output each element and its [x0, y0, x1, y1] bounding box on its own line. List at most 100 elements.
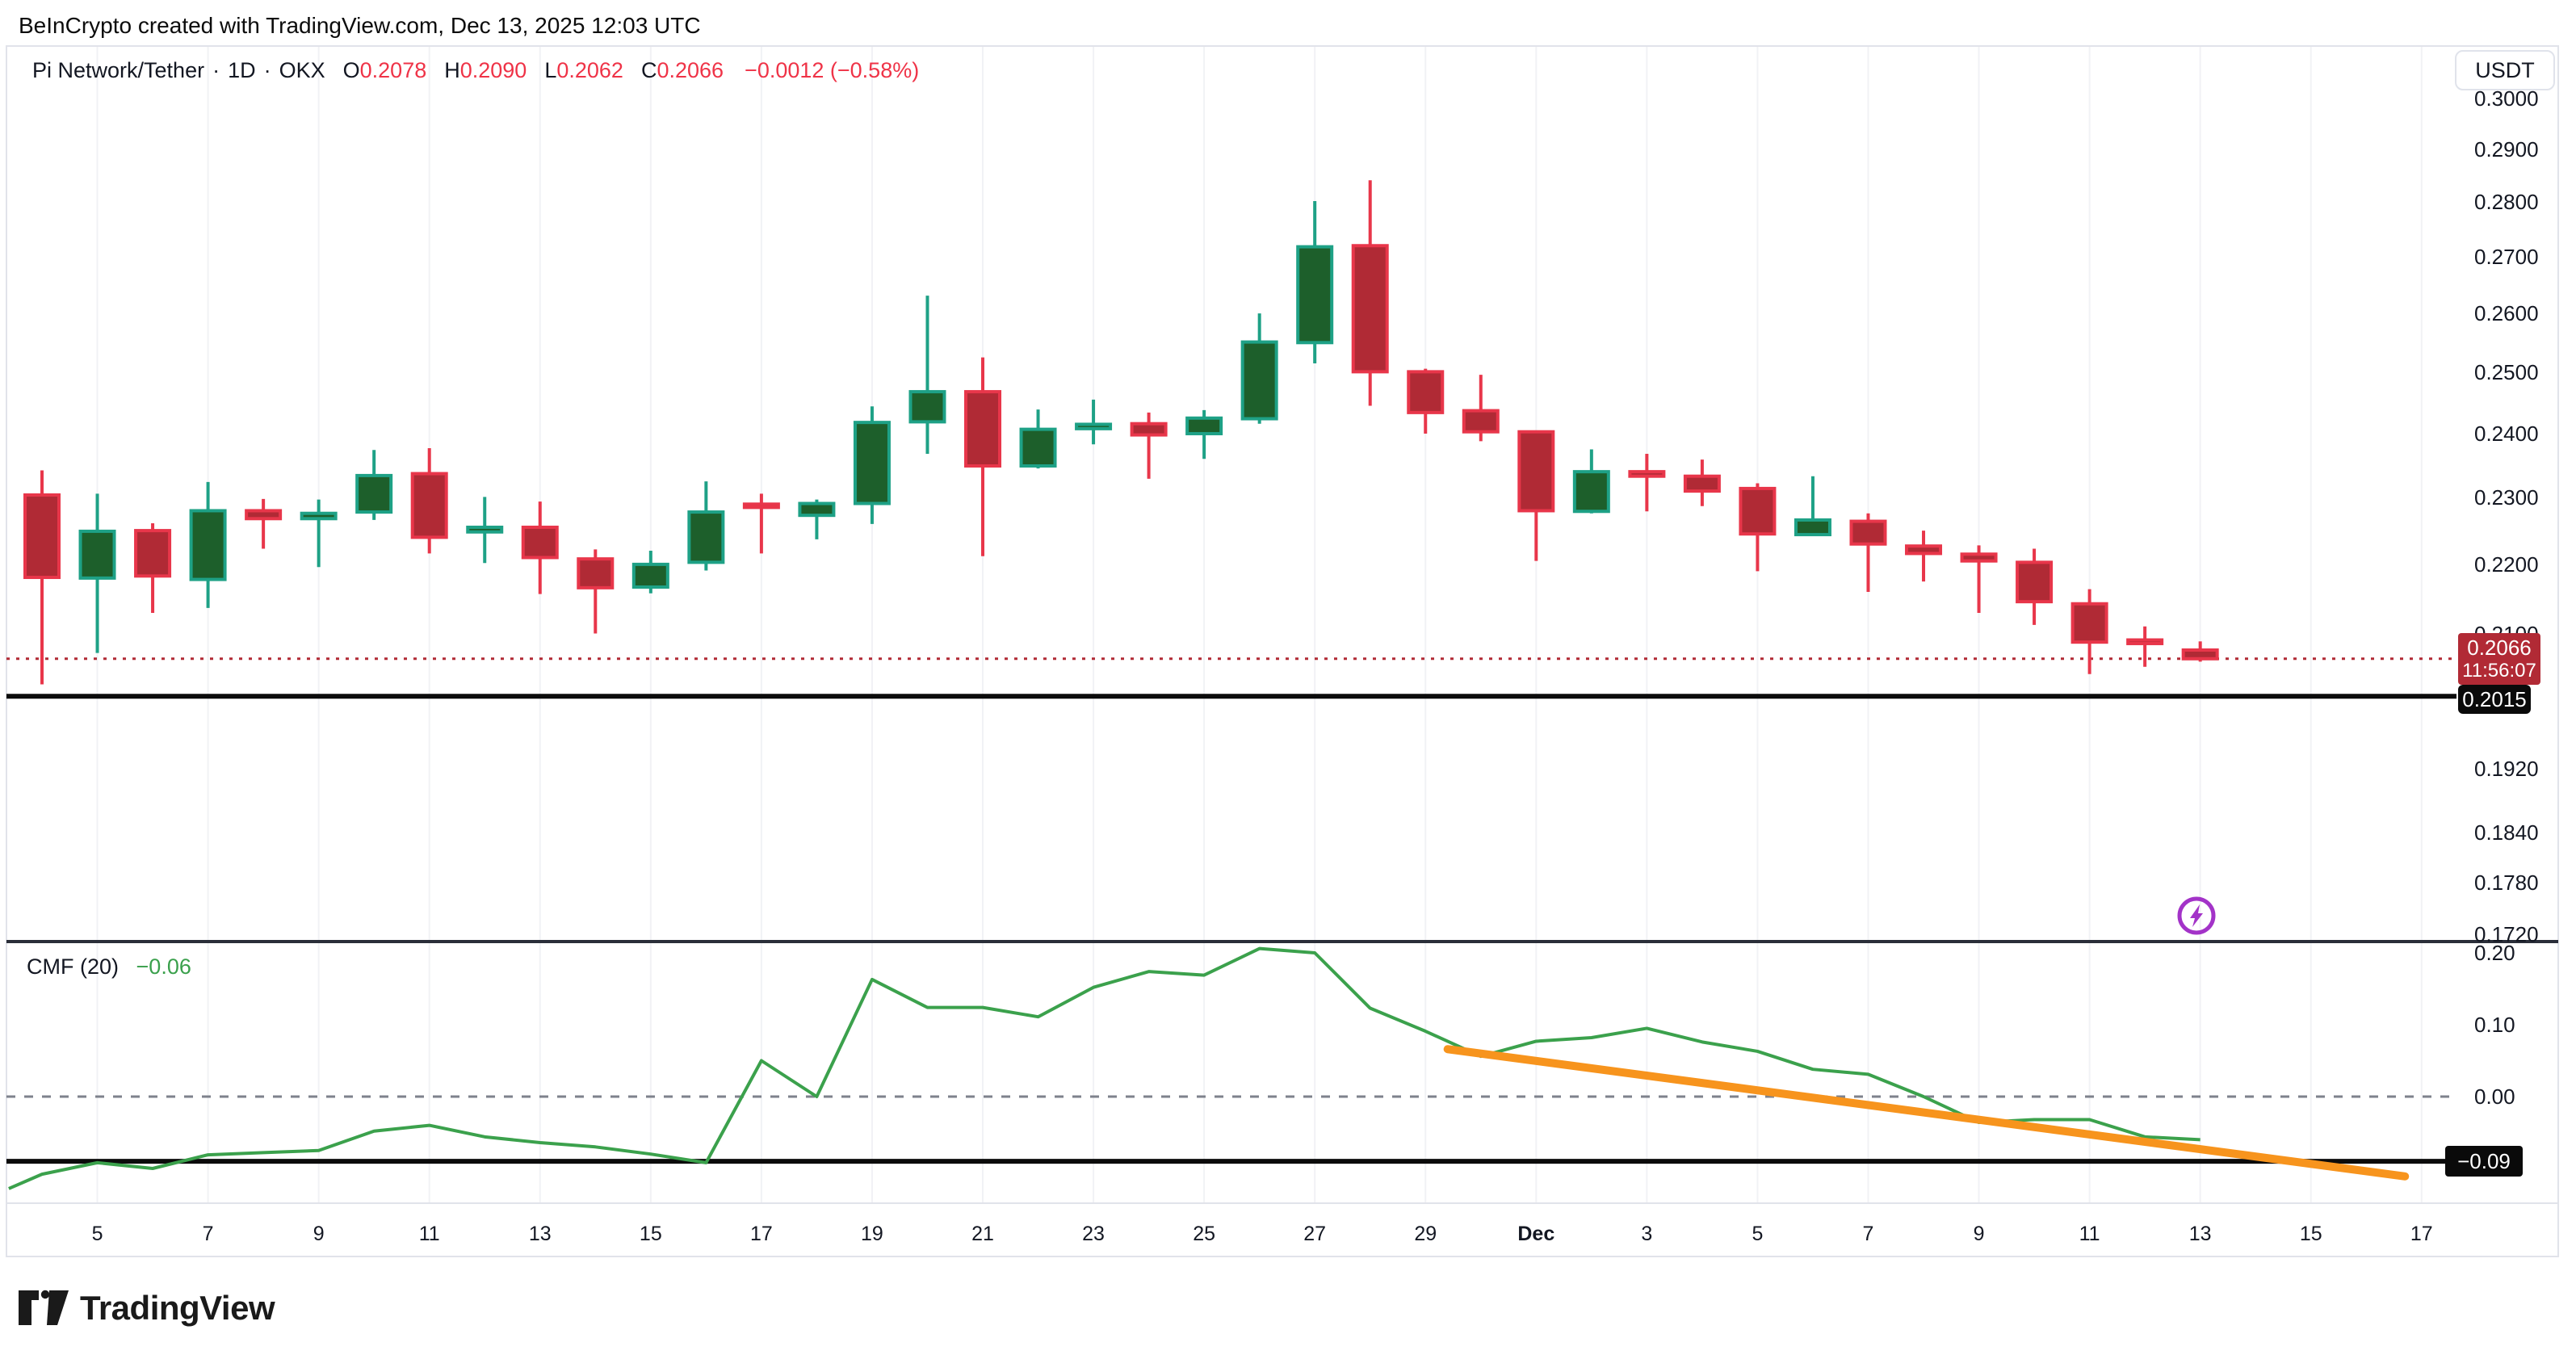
flash-icon-circle [2177, 896, 2216, 935]
quote-currency-button[interactable]: USDT [2455, 50, 2555, 90]
candle-body [1628, 470, 1666, 478]
time-axis-label: 29 [1414, 1223, 1437, 1245]
price-axis-label: 0.1780 [2474, 870, 2539, 895]
candle-nov-13 [521, 501, 559, 594]
candle-countdown: 11:56:07 [2462, 659, 2536, 682]
time-axis-label: 21 [971, 1223, 994, 1245]
time-axis-label: 23 [1082, 1223, 1105, 1245]
candle-dec-10 [2016, 548, 2054, 625]
time-axis-label: 7 [202, 1223, 214, 1245]
candle-nov-30 [1462, 375, 1500, 442]
candle-nov-25 [1185, 409, 1223, 459]
ohlc-open-value: 0.2078 [359, 58, 427, 82]
separator-dot: · [263, 58, 271, 82]
candle-body [1794, 518, 1831, 537]
time-axis-label: 5 [91, 1223, 103, 1245]
candle-body [1351, 244, 1389, 374]
candle-nov-27 [1296, 200, 1334, 363]
price-axis-label: 0.2700 [2474, 244, 2539, 269]
candle-body [2070, 602, 2108, 644]
candle-body [687, 510, 725, 564]
time-axis-label: 13 [528, 1223, 552, 1245]
candle-nov-14 [577, 549, 615, 634]
candle-dec-9 [1960, 545, 1998, 614]
ohlc-open: O0.2078 [343, 58, 427, 82]
candle-nov-8 [245, 498, 283, 549]
candle-dec-6 [1794, 476, 1831, 537]
tradingview-logo[interactable]: TradingView [19, 1289, 275, 1328]
candle-body [2016, 560, 2054, 604]
price-axis-label: 0.2300 [2474, 485, 2539, 510]
candle-body [853, 421, 891, 506]
candle-body [1572, 470, 1610, 514]
candle-body [1130, 422, 1168, 437]
price-axis-label: 0.2400 [2474, 422, 2539, 447]
candle-body [410, 472, 448, 539]
candle-dec-7 [1849, 513, 1887, 593]
candle-nov-17 [742, 493, 780, 554]
ohlc-low-letter: L [544, 58, 557, 82]
price-axis-label: 0.2500 [2474, 360, 2539, 385]
candle-dec-2 [1572, 449, 1610, 514]
candle-dec-3 [1628, 454, 1666, 512]
candle-nov-6 [134, 523, 172, 614]
candle-nov-29 [1407, 368, 1445, 434]
candle-body [1407, 370, 1445, 414]
candle-body [2126, 638, 2164, 645]
candle-nov-19 [853, 406, 891, 524]
candle-body [1296, 245, 1334, 345]
candle-dec-13 [2181, 641, 2219, 662]
ohlc-high-value: 0.2090 [459, 58, 527, 82]
symbol-bar: Pi Network/Tether · 1D · OKX O0.2078 H0.2090 L0… [32, 58, 919, 83]
candle-nov-28 [1351, 180, 1389, 406]
candle-body [1739, 486, 1777, 536]
indicator-value: −0.06 [136, 954, 191, 979]
time-axis-label: 3 [1641, 1223, 1653, 1245]
current-price-label: 0.2066 11:56:07 [2458, 632, 2540, 685]
candle-body [908, 390, 946, 424]
flash-icon[interactable] [2172, 891, 2221, 940]
indicator-params: (20) [80, 954, 120, 979]
chart-border [6, 45, 2559, 1257]
flash-icon-bolt [2190, 904, 2203, 927]
ohlc-high-letter: H [444, 58, 460, 82]
ohlc-high: H0.2090 [444, 58, 527, 82]
candle-body [521, 525, 559, 560]
ohlc-close-value: 0.2066 [657, 58, 724, 82]
indicator-legend[interactable]: CMF (20) −0.06 [27, 954, 191, 980]
candle-nov-15 [631, 551, 669, 594]
time-axis-label: 7 [1862, 1223, 1874, 1245]
candle-nov-4 [23, 470, 61, 685]
ohlc-open-letter: O [342, 58, 360, 82]
candle-nov-26 [1240, 313, 1278, 424]
separator-dot: · [212, 58, 220, 82]
candle-body [78, 529, 116, 580]
candle-body [1185, 416, 1223, 436]
candle-nov-20 [908, 296, 946, 455]
candle-dec-8 [1905, 531, 1943, 582]
candle-body [742, 502, 780, 510]
candle-body [577, 557, 615, 589]
time-axis-label: 15 [2299, 1223, 2322, 1245]
current-price-value: 0.2066 [2467, 635, 2532, 660]
time-axis-label: 17 [2410, 1223, 2433, 1245]
candle-body [631, 562, 669, 589]
time-axis-label: 11 [418, 1223, 440, 1245]
price-axis-label: 0.1840 [2474, 820, 2539, 845]
candle-dec-4 [1683, 459, 1721, 506]
price-axis-label: 0.2900 [2474, 137, 2539, 162]
cmf-axis-label: 0.20 [2474, 941, 2515, 965]
cmf-line [8, 946, 2201, 1190]
candle-body [1849, 519, 1887, 546]
candle-body [1075, 422, 1113, 430]
time-axis-label: 13 [2188, 1223, 2212, 1245]
candle-body [798, 501, 836, 518]
time-axis-label: 19 [861, 1223, 883, 1245]
price-axis-label: 0.2200 [2474, 552, 2539, 577]
candle-body [964, 390, 1002, 468]
candle-nov-18 [798, 499, 836, 539]
candle-body [300, 511, 338, 521]
candle-body [1462, 409, 1500, 434]
candle-body [1683, 474, 1721, 493]
